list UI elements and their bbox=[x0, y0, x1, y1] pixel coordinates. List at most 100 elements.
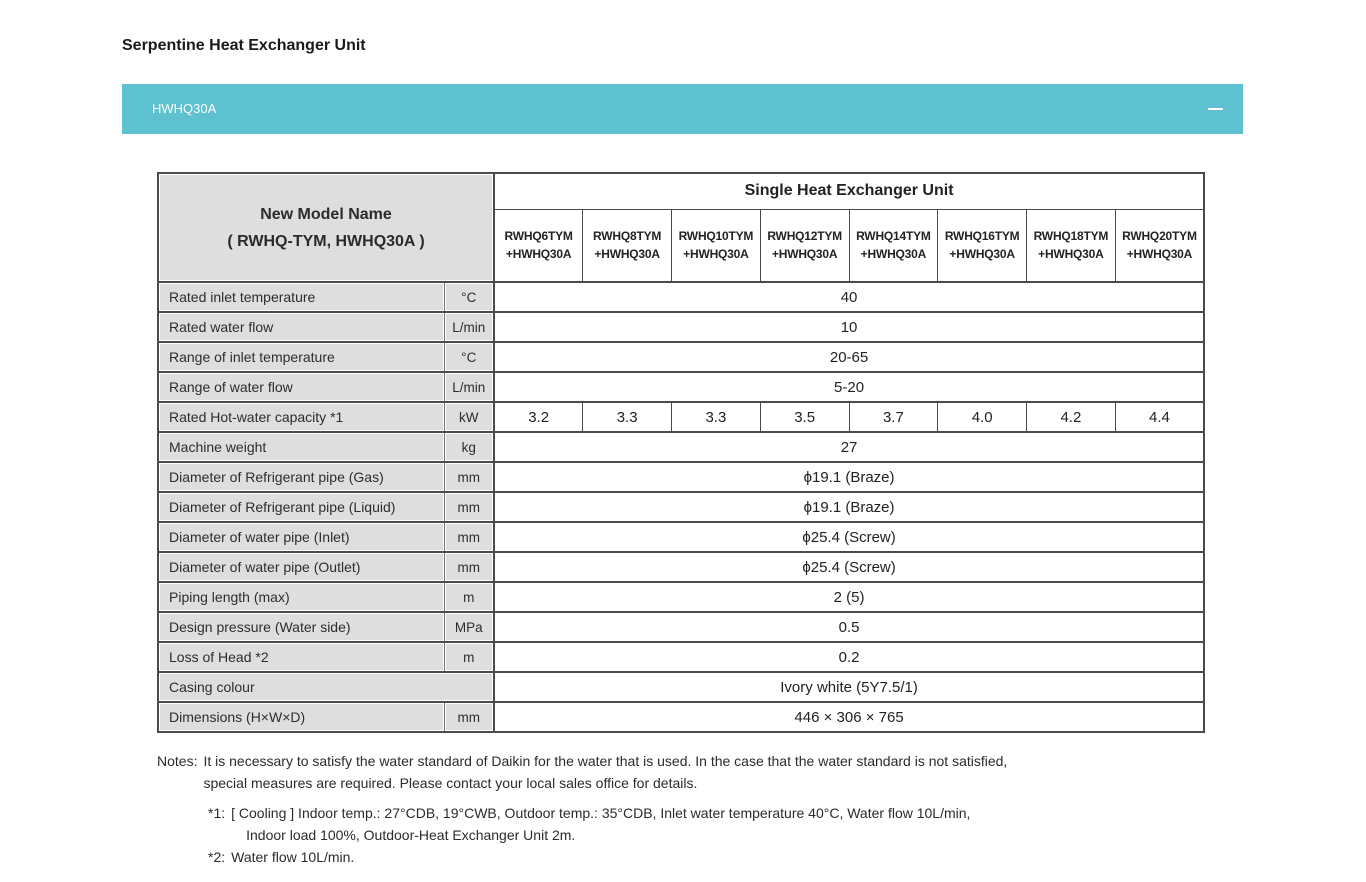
spec-value-merged: ϕ25.4 (Screw) bbox=[494, 521, 1205, 552]
spec-row-unit: mm bbox=[444, 461, 496, 492]
spec-row: Dimensions (H×W×D) mm 446 × 306 × 765 bbox=[158, 701, 1205, 732]
model-column-header: RWHQ16TYM +HWHQ30A bbox=[937, 209, 1027, 283]
notes-label: Notes: bbox=[157, 753, 198, 769]
spec-row-unit: L/min bbox=[444, 311, 496, 342]
spec-table-body: Rated inlet temperature °C 40 Rated water f… bbox=[158, 281, 1205, 732]
spec-value-merged: Ivory white (5Y7.5/1) bbox=[494, 671, 1205, 702]
spec-value-merged: 0.5 bbox=[494, 611, 1205, 642]
footnote-1: *1: [ Cooling ] Indoor temp.: 27°CDB, 19… bbox=[208, 802, 1007, 846]
spec-row-label: Casing colour bbox=[158, 671, 496, 702]
page-title: Serpentine Heat Exchanger Unit bbox=[122, 37, 366, 54]
spec-value-merged: 27 bbox=[494, 431, 1205, 462]
spec-value: 4.2 bbox=[1026, 401, 1116, 432]
spec-row-label: Machine weight bbox=[158, 431, 445, 462]
spec-row: Diameter of water pipe (Outlet) mm ϕ25.4 (… bbox=[158, 551, 1205, 582]
notes-line-2: special measures are required. Please co… bbox=[203, 775, 698, 791]
spec-row-label: Range of water flow bbox=[158, 371, 445, 402]
spec-value-merged: 40 bbox=[494, 281, 1205, 312]
notes-main: Notes: It is necessary to satisfy the wa… bbox=[157, 750, 1007, 794]
spec-row-unit: mm bbox=[444, 521, 496, 552]
spec-value: 3.7 bbox=[848, 401, 938, 432]
model-column-header: RWHQ18TYM +HWHQ30A bbox=[1026, 209, 1116, 283]
spec-row-unit: °C bbox=[444, 341, 496, 372]
footnote-1-line-1: [ Cooling ] Indoor temp.: 27°CDB, 19°CWB… bbox=[231, 805, 971, 821]
spec-row-unit: kg bbox=[444, 431, 496, 462]
spec-value-merged: 0.2 bbox=[494, 641, 1205, 672]
spec-row-label: Range of inlet temperature bbox=[158, 341, 445, 372]
spec-row: Piping length (max) m 2 (5) bbox=[158, 581, 1205, 612]
spec-value: 4.4 bbox=[1114, 401, 1205, 432]
notes-section: Notes: It is necessary to satisfy the wa… bbox=[157, 750, 1007, 868]
spec-value: 4.0 bbox=[937, 401, 1027, 432]
spec-value-merged: 20-65 bbox=[494, 341, 1205, 372]
spec-row: Machine weight kg 27 bbox=[158, 431, 1205, 462]
spec-row: Rated Hot-water capacity *1 kW 3.2 3.3 3.3 3.… bbox=[158, 401, 1205, 432]
spec-row-label: Rated water flow bbox=[158, 311, 445, 342]
spec-row-label: Diameter of water pipe (Inlet) bbox=[158, 521, 445, 552]
spec-row-label: Piping length (max) bbox=[158, 581, 445, 612]
spec-row-unit: °C bbox=[444, 281, 496, 312]
spec-row-unit: mm bbox=[444, 491, 496, 522]
notes-body: It is necessary to satisfy the water sta… bbox=[203, 750, 1007, 794]
spec-row-unit: MPa bbox=[444, 611, 496, 642]
spec-value-merged: 446 × 306 × 765 bbox=[494, 701, 1205, 732]
spec-row: Range of water flow L/min 5-20 bbox=[158, 371, 1205, 402]
spec-value-merged: 5-20 bbox=[494, 371, 1205, 402]
spec-row-unit: m bbox=[444, 641, 496, 672]
spec-row-unit: m bbox=[444, 581, 496, 612]
spec-row-label: Loss of Head *2 bbox=[158, 641, 445, 672]
spec-table: New Model Name ( RWHQ-TYM, HWHQ30A ) Sin… bbox=[157, 172, 1206, 733]
spec-row: Diameter of water pipe (Inlet) mm ϕ25.4 (S… bbox=[158, 521, 1205, 552]
footnote-2-body: Water flow 10L/min. bbox=[231, 846, 354, 868]
spec-row: Rated water flow L/min 10 bbox=[158, 311, 1205, 342]
spec-row-label: Dimensions (H×W×D) bbox=[158, 701, 445, 732]
model-header-row: RWHQ6TYM +HWHQ30A RWHQ8TYM +HWHQ30A RWHQ10TY… bbox=[158, 209, 1205, 283]
spec-value-merged: ϕ19.1 (Braze) bbox=[494, 491, 1205, 522]
model-column-header: RWHQ14TYM +HWHQ30A bbox=[848, 209, 938, 283]
spec-value: 3.3 bbox=[671, 401, 761, 432]
spec-row: Range of inlet temperature °C 20-65 bbox=[158, 341, 1205, 372]
spec-row: Design pressure (Water side) MPa 0.5 bbox=[158, 611, 1205, 642]
model-column-header: RWHQ10TYM +HWHQ30A bbox=[671, 209, 761, 283]
spec-row: Loss of Head *2 m 0.2 bbox=[158, 641, 1205, 672]
model-column-header: RWHQ6TYM +HWHQ30A bbox=[493, 209, 583, 283]
spec-row: Casing colour Ivory white (5Y7.5/1) bbox=[158, 671, 1205, 702]
model-column-header: RWHQ20TYM +HWHQ30A bbox=[1114, 209, 1205, 283]
spec-row: Rated inlet temperature °C 40 bbox=[158, 281, 1205, 312]
footnote-2-line-1: Water flow 10L/min. bbox=[231, 849, 355, 865]
accordion-label: HWHQ30A bbox=[152, 101, 217, 116]
spec-row-unit: kW bbox=[444, 401, 496, 432]
spec-row-label: Diameter of Refrigerant pipe (Gas) bbox=[158, 461, 445, 492]
spec-row-unit: mm bbox=[444, 551, 496, 582]
spec-value-merged: ϕ25.4 (Screw) bbox=[494, 551, 1205, 582]
footnote-1-line-2: Indoor load 100%, Outdoor-Heat Exchanger… bbox=[246, 827, 576, 843]
spec-value: 3.5 bbox=[759, 401, 850, 432]
spec-row: Diameter of Refrigerant pipe (Liquid) mm ϕ… bbox=[158, 491, 1205, 522]
spec-value-merged: 2 (5) bbox=[494, 581, 1205, 612]
corner-header: New Model Name ( RWHQ-TYM, HWHQ30A ) bbox=[158, 173, 496, 283]
spec-row-label: Diameter of water pipe (Outlet) bbox=[158, 551, 445, 582]
spec-row-label: Design pressure (Water side) bbox=[158, 611, 445, 642]
spec-row-unit: L/min bbox=[444, 371, 496, 402]
model-column-header: RWHQ12TYM +HWHQ30A bbox=[759, 209, 850, 283]
accordion-header[interactable]: HWHQ30A bbox=[122, 84, 1243, 134]
footnote-2-marker: *2: bbox=[208, 849, 226, 865]
spec-value: 3.3 bbox=[582, 401, 672, 432]
spec-value-merged: 10 bbox=[494, 311, 1205, 342]
footnote-2: *2: Water flow 10L/min. bbox=[208, 846, 1007, 868]
minus-icon[interactable] bbox=[1208, 108, 1223, 110]
group-header: Single Heat Exchanger Unit bbox=[494, 173, 1205, 210]
spec-value: 3.2 bbox=[494, 401, 583, 432]
footnote-1-marker: *1: bbox=[208, 805, 226, 821]
spec-row-label: Rated Hot-water capacity *1 bbox=[158, 401, 445, 432]
spec-value-merged: ϕ19.1 (Braze) bbox=[494, 461, 1205, 492]
notes-line-1: It is necessary to satisfy the water sta… bbox=[203, 753, 1008, 769]
spec-row-label: Rated inlet temperature bbox=[158, 281, 445, 312]
spec-table-container: New Model Name ( RWHQ-TYM, HWHQ30A ) Sin… bbox=[157, 172, 1206, 733]
model-column-header: RWHQ8TYM +HWHQ30A bbox=[582, 209, 672, 283]
corner-header-line2: ( RWHQ-TYM, HWHQ30A ) bbox=[227, 232, 425, 250]
spec-row-label: Diameter of Refrigerant pipe (Liquid) bbox=[158, 491, 445, 522]
spec-row: Diameter of Refrigerant pipe (Gas) mm ϕ19.… bbox=[158, 461, 1205, 492]
corner-header-line1: New Model Name bbox=[260, 205, 392, 223]
spec-row-unit: mm bbox=[444, 701, 496, 732]
